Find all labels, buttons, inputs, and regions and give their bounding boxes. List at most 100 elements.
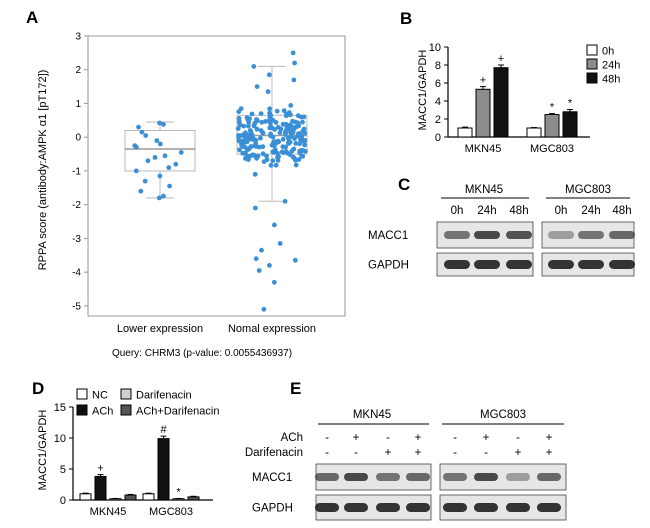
panel-e-band-gapdh-5 bbox=[474, 503, 498, 512]
panel-a-ytick-label-3: 0 bbox=[75, 133, 81, 144]
panel-d-mark-1-1: # bbox=[160, 424, 167, 436]
panel-a-ytick-label-5: -2 bbox=[72, 200, 81, 211]
panel-e-group-1: MGC803 bbox=[480, 409, 526, 421]
panel-a-point bbox=[268, 162, 274, 168]
panel-d-bar-NC-MKN45 bbox=[79, 493, 92, 501]
panel-a-point bbox=[259, 119, 265, 125]
panel-e-band-macc1-2 bbox=[376, 473, 400, 481]
panel-e-band-gapdh-6 bbox=[506, 503, 530, 512]
panel-a-point bbox=[244, 139, 250, 145]
panel-a-point bbox=[280, 121, 286, 127]
panel-a-point bbox=[154, 138, 160, 144]
panel-b-xlabel-1: MGC803 bbox=[530, 143, 574, 155]
panel-a-point bbox=[292, 257, 298, 263]
panel-d-bar-ACh+Darifenacin-MGC803 bbox=[187, 496, 200, 501]
panel-a-point bbox=[289, 124, 294, 129]
panel-a-point bbox=[280, 136, 286, 142]
panel-a-point bbox=[293, 157, 298, 163]
panel-e-sign-1-3: + bbox=[415, 447, 422, 459]
panel-letter-a: A bbox=[26, 8, 38, 27]
panel-a-point bbox=[259, 247, 264, 253]
panel-a-point bbox=[236, 119, 242, 125]
panel-e-sign-1-5: - bbox=[484, 447, 488, 459]
panel-d-mark-1-0: + bbox=[97, 463, 103, 475]
panel-a-point bbox=[162, 153, 168, 159]
panel-a-point bbox=[158, 141, 163, 147]
panel-b-bar-0h-MGC803 bbox=[526, 127, 542, 138]
panel-b-bar-24h-MGC803 bbox=[544, 114, 560, 138]
panel-a-point bbox=[278, 126, 284, 132]
panel-b-legend-label-0: 0h bbox=[602, 46, 614, 58]
panel-a-ytick-label-0: 3 bbox=[75, 32, 81, 43]
panel-c-lane-0: 0h bbox=[451, 205, 464, 217]
panel-a-point bbox=[161, 122, 166, 127]
panel-a-point bbox=[243, 156, 248, 161]
panel-a-point bbox=[267, 106, 272, 112]
panel-a-point bbox=[133, 168, 139, 174]
panel-d-legend-swatch-3 bbox=[120, 404, 132, 416]
panel-b-ytick-label-3: 6 bbox=[435, 78, 441, 90]
panel-a-ytick-label-7: -4 bbox=[72, 268, 81, 279]
panel-a-point bbox=[173, 161, 179, 167]
panel-c-row-label-0: MACC1 bbox=[368, 230, 408, 242]
panel-a-ytick-label-1: 2 bbox=[75, 65, 81, 76]
panel-a-point bbox=[291, 77, 297, 83]
panel-e-blot: MKN45 MGC803 ACh - + - + - + - + Darifenacin - - + + - - +… bbox=[245, 409, 567, 521]
panel-a-point bbox=[253, 205, 258, 211]
panel-a-point bbox=[261, 159, 267, 165]
panel-e-band-macc1-0 bbox=[315, 473, 339, 481]
panel-a-point bbox=[277, 241, 283, 246]
panel-d-bar-ACh-MKN45 bbox=[94, 475, 107, 501]
panel-d-legend-label-0: NC bbox=[92, 390, 108, 402]
panel-a-point bbox=[289, 148, 295, 154]
panel-c-group-0: MKN45 bbox=[465, 184, 503, 196]
panel-b-bar-0h-MKN45 bbox=[457, 127, 473, 138]
panel-e-band-macc1-3 bbox=[406, 473, 430, 481]
panel-b-ytick-label-4: 8 bbox=[435, 60, 441, 72]
panel-a-point bbox=[157, 173, 163, 179]
panel-a-point bbox=[260, 151, 266, 157]
panel-a-point bbox=[268, 133, 273, 139]
panel-e-band-gapdh-1 bbox=[344, 503, 368, 512]
panel-b-ytick-label-2: 4 bbox=[435, 96, 441, 108]
panel-a-point bbox=[252, 120, 258, 126]
panel-a-point bbox=[301, 114, 307, 120]
panel-a-point bbox=[272, 222, 277, 228]
panel-a-point bbox=[252, 153, 257, 158]
panel-a-point bbox=[251, 64, 257, 69]
panel-c-band-gapdh-4 bbox=[578, 260, 604, 269]
panel-a-point bbox=[246, 123, 251, 129]
panel-e-band-macc1-7 bbox=[537, 473, 561, 481]
panel-a-point bbox=[167, 183, 173, 189]
panel-a-point bbox=[295, 133, 301, 138]
panel-e-band-macc1-4 bbox=[443, 473, 467, 481]
panel-c-band-macc1-5 bbox=[609, 231, 635, 239]
panel-a-point bbox=[161, 193, 166, 199]
panel-c-blot: MKN45 MGC803 0h 24h 48h 0h 24h 48h MACC1 GAPDH bbox=[368, 184, 635, 277]
panel-e-sign-0-3: + bbox=[415, 432, 422, 444]
panel-a-point bbox=[267, 114, 273, 120]
panel-a-point bbox=[258, 111, 264, 116]
panel-a-point bbox=[249, 136, 255, 142]
panel-a-plot: 3 2 1 0 -1 -2 -3 -4 -5 bbox=[72, 32, 346, 317]
panel-a-point bbox=[157, 120, 162, 126]
panel-e-sign-0-7: + bbox=[546, 432, 553, 444]
panel-a-point bbox=[290, 50, 296, 56]
panel-d-legend-swatch-0 bbox=[76, 388, 88, 400]
panel-a-point bbox=[299, 134, 305, 140]
panel-a-point bbox=[256, 144, 262, 150]
panel-a-point bbox=[235, 126, 241, 131]
panel-a-category-normal: Nomal expression bbox=[228, 323, 316, 335]
panel-letter-e: E bbox=[290, 379, 301, 398]
panel-a-point bbox=[263, 119, 268, 124]
panel-a-point bbox=[152, 155, 158, 160]
panel-a-ytick-label-8: -5 bbox=[72, 301, 81, 312]
panel-a-point bbox=[284, 126, 290, 132]
panel-b-ytick-label-5: 10 bbox=[429, 42, 441, 54]
panel-a-point bbox=[265, 89, 271, 95]
panel-letter-c: C bbox=[398, 175, 410, 194]
panel-a-point bbox=[270, 117, 276, 123]
panel-a-point bbox=[247, 153, 253, 159]
panel-b-ytick-label-1: 2 bbox=[435, 114, 441, 126]
